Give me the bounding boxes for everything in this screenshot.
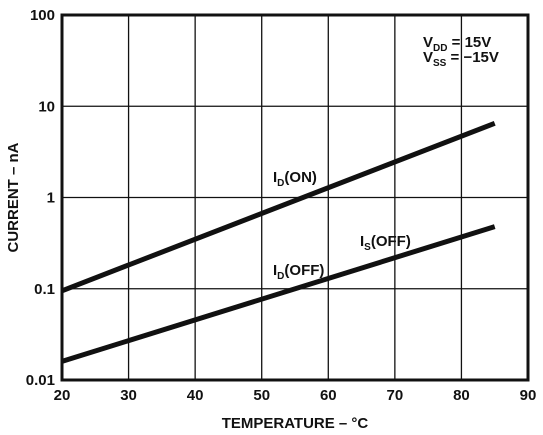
x-tick-label: 50 bbox=[253, 387, 270, 404]
x-tick-label: 80 bbox=[453, 387, 470, 404]
x-tick-label: 20 bbox=[54, 387, 71, 404]
y-tick-label: 0.1 bbox=[34, 281, 55, 298]
y-tick-labels: 0.01 0.1 1 10 100 bbox=[26, 7, 55, 389]
y-tick-label: 10 bbox=[38, 98, 55, 115]
series-label-id-off: ID(OFF) bbox=[273, 262, 324, 282]
condition-label-0: VDD = 15V bbox=[423, 34, 491, 54]
x-tick-label: 30 bbox=[120, 387, 137, 404]
series-label-is-off: IS(OFF) bbox=[360, 233, 411, 253]
series-line-0 bbox=[61, 120, 496, 294]
x-axis-title: TEMPERATURE – °C bbox=[222, 415, 369, 432]
x-tick-label: 90 bbox=[520, 387, 537, 404]
plot-frame bbox=[60, 13, 530, 382]
series-label-id-on: ID(ON) bbox=[273, 169, 317, 189]
x-tick-label: 70 bbox=[387, 387, 404, 404]
x-tick-label: 40 bbox=[187, 387, 204, 404]
y-tick-label: 0.01 bbox=[26, 372, 55, 389]
grid-lines bbox=[61, 14, 529, 381]
condition-label-1: VSS = −15V bbox=[423, 49, 499, 69]
series-line-1 bbox=[61, 224, 496, 364]
y-tick-label: 1 bbox=[47, 190, 55, 207]
x-tick-label: 60 bbox=[320, 387, 337, 404]
x-tick-labels: 20 30 40 50 60 70 80 90 bbox=[54, 387, 537, 404]
series-layer bbox=[61, 120, 496, 364]
y-axis-title: CURRENT – nA bbox=[5, 142, 22, 252]
y-tick-label: 100 bbox=[30, 7, 55, 24]
